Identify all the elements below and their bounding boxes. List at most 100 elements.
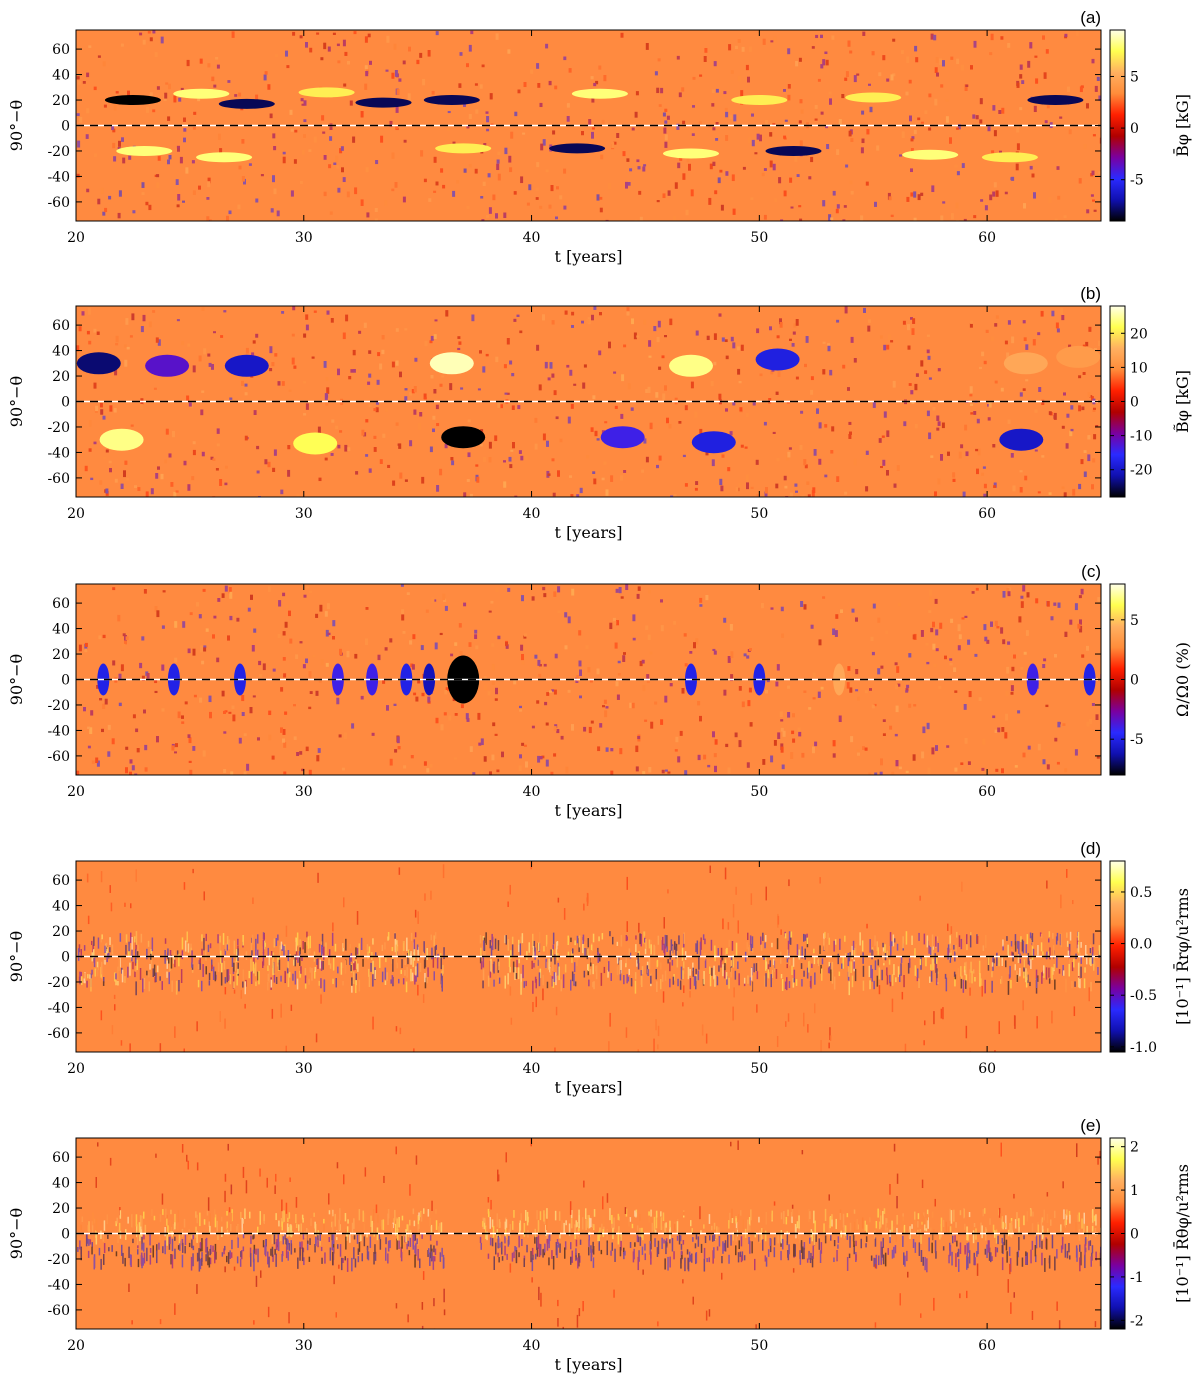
panel-label: (c) xyxy=(1081,562,1101,581)
x-tick-label: 40 xyxy=(523,230,541,246)
x-axis-label: t [years] xyxy=(555,801,623,820)
y-tick-label: -40 xyxy=(47,723,70,739)
x-axis-label: t [years] xyxy=(555,1078,623,1097)
panel-b: 20 30 40 50 60 60 40 20 0 -20 -40 -60 t [years] 90°−θ… xyxy=(7,284,1192,542)
colorbar-tick-label: 5 xyxy=(1130,69,1139,85)
field-feature xyxy=(571,88,628,99)
x-tick-label: 60 xyxy=(978,506,996,522)
x-axis-label: t [years] xyxy=(555,1355,623,1374)
field-feature xyxy=(845,92,902,103)
field-feature xyxy=(173,88,230,99)
colorbar-tick-label: 0.5 xyxy=(1130,885,1152,901)
colorbar xyxy=(1109,860,1126,1053)
y-tick-label: 60 xyxy=(52,318,70,334)
field-feature xyxy=(981,152,1038,163)
x-tick-label: 50 xyxy=(750,784,768,800)
y-tick-label: -40 xyxy=(47,169,70,185)
panel-label: (a) xyxy=(1080,8,1101,27)
y-tick-label: -40 xyxy=(47,445,70,461)
field-feature xyxy=(600,426,645,449)
field-feature xyxy=(669,354,713,377)
y-tick-label: 40 xyxy=(52,622,70,638)
x-tick-label: 60 xyxy=(978,1061,996,1077)
field-feature xyxy=(76,352,121,375)
x-tick-label: 50 xyxy=(750,230,768,246)
colorbar-tick-label: 0 xyxy=(1130,673,1139,689)
field-feature xyxy=(902,149,959,160)
y-tick-label: -60 xyxy=(47,749,70,765)
y-tick-label: 60 xyxy=(52,1150,70,1166)
heatmap-area xyxy=(76,861,1101,1052)
x-tick-label: 50 xyxy=(750,1338,768,1354)
x-axis-label: t [years] xyxy=(555,247,623,266)
y-tick-label: 0 xyxy=(61,673,70,689)
field-feature xyxy=(298,87,355,98)
heatmap-area xyxy=(76,306,1101,497)
field-feature xyxy=(765,146,822,156)
x-tick-label: 30 xyxy=(295,506,313,522)
panel-label: (b) xyxy=(1080,284,1101,303)
field-feature xyxy=(293,432,338,455)
y-tick-label: -60 xyxy=(47,471,70,487)
colorbar-tick-label: -2 xyxy=(1130,1313,1144,1329)
x-tick-label: 20 xyxy=(67,1338,85,1354)
y-axis-label: 90°−θ xyxy=(7,654,26,705)
field-feature xyxy=(1056,345,1101,368)
colorbar-tick-label: -5 xyxy=(1130,173,1144,189)
field-feature xyxy=(104,95,161,105)
colorbar-tick-label: -1 xyxy=(1130,1270,1144,1286)
field-feature xyxy=(1003,352,1048,375)
y-tick-label: 60 xyxy=(52,596,70,612)
y-tick-label: -40 xyxy=(47,1000,70,1016)
y-axis-label: 90°−θ xyxy=(7,931,26,982)
field-feature xyxy=(218,98,275,109)
panel-label: (e) xyxy=(1080,1116,1101,1135)
x-tick-label: 40 xyxy=(523,784,541,800)
x-tick-label: 50 xyxy=(750,1061,768,1077)
colorbar xyxy=(1109,29,1126,222)
y-tick-label: 0 xyxy=(61,119,70,135)
colorbar-label: [10⁻¹] R̄θφ/u²rms xyxy=(1171,1164,1192,1303)
field-feature xyxy=(999,428,1044,451)
colorbar-tick-label: -5 xyxy=(1130,732,1144,748)
x-tick-label: 30 xyxy=(295,230,313,246)
x-tick-label: 20 xyxy=(67,230,85,246)
y-tick-label: -20 xyxy=(47,144,70,160)
field-feature xyxy=(355,97,412,108)
y-tick-label: -40 xyxy=(47,1277,70,1293)
y-tick-label: 40 xyxy=(52,68,70,84)
field-feature xyxy=(145,354,190,377)
heatmap-texture xyxy=(76,30,1101,221)
colorbar-tick-label: 0 xyxy=(1130,395,1139,411)
x-tick-label: 40 xyxy=(523,506,541,522)
x-tick-label: 60 xyxy=(978,784,996,800)
y-tick-label: 0 xyxy=(61,395,70,411)
x-tick-label: 20 xyxy=(67,506,85,522)
y-tick-label: 0 xyxy=(61,1227,70,1243)
colorbar-tick-label: 2 xyxy=(1130,1140,1139,1156)
colorbar-tick-label: -10 xyxy=(1130,429,1153,445)
y-axis-label: 90°−θ xyxy=(7,100,26,151)
y-tick-label: -60 xyxy=(47,1303,70,1319)
field-feature xyxy=(196,152,253,163)
y-tick-label: -20 xyxy=(47,420,70,436)
field-feature xyxy=(224,354,269,377)
colorbar-label: B̃φ [kG] xyxy=(1173,370,1192,433)
panel-d: 20 30 40 50 60 60 40 20 0 -20 -40 -60 t [years] 90°−θ… xyxy=(7,839,1192,1097)
y-tick-label: 20 xyxy=(52,1201,70,1217)
field-feature xyxy=(691,431,736,454)
colorbar-tick-label: 10 xyxy=(1130,360,1148,376)
colorbar-tick-label: 0 xyxy=(1130,121,1139,137)
field-feature xyxy=(1027,95,1084,105)
x-tick-label: 60 xyxy=(978,230,996,246)
heatmap-texture xyxy=(77,861,1101,1052)
heatmap-area xyxy=(76,1138,1101,1329)
heatmap-area xyxy=(76,30,1101,221)
colorbar-label: B̄φ [kG] xyxy=(1171,94,1192,157)
field-feature xyxy=(549,143,606,154)
y-tick-label: 20 xyxy=(52,369,70,385)
x-tick-label: 20 xyxy=(67,784,85,800)
